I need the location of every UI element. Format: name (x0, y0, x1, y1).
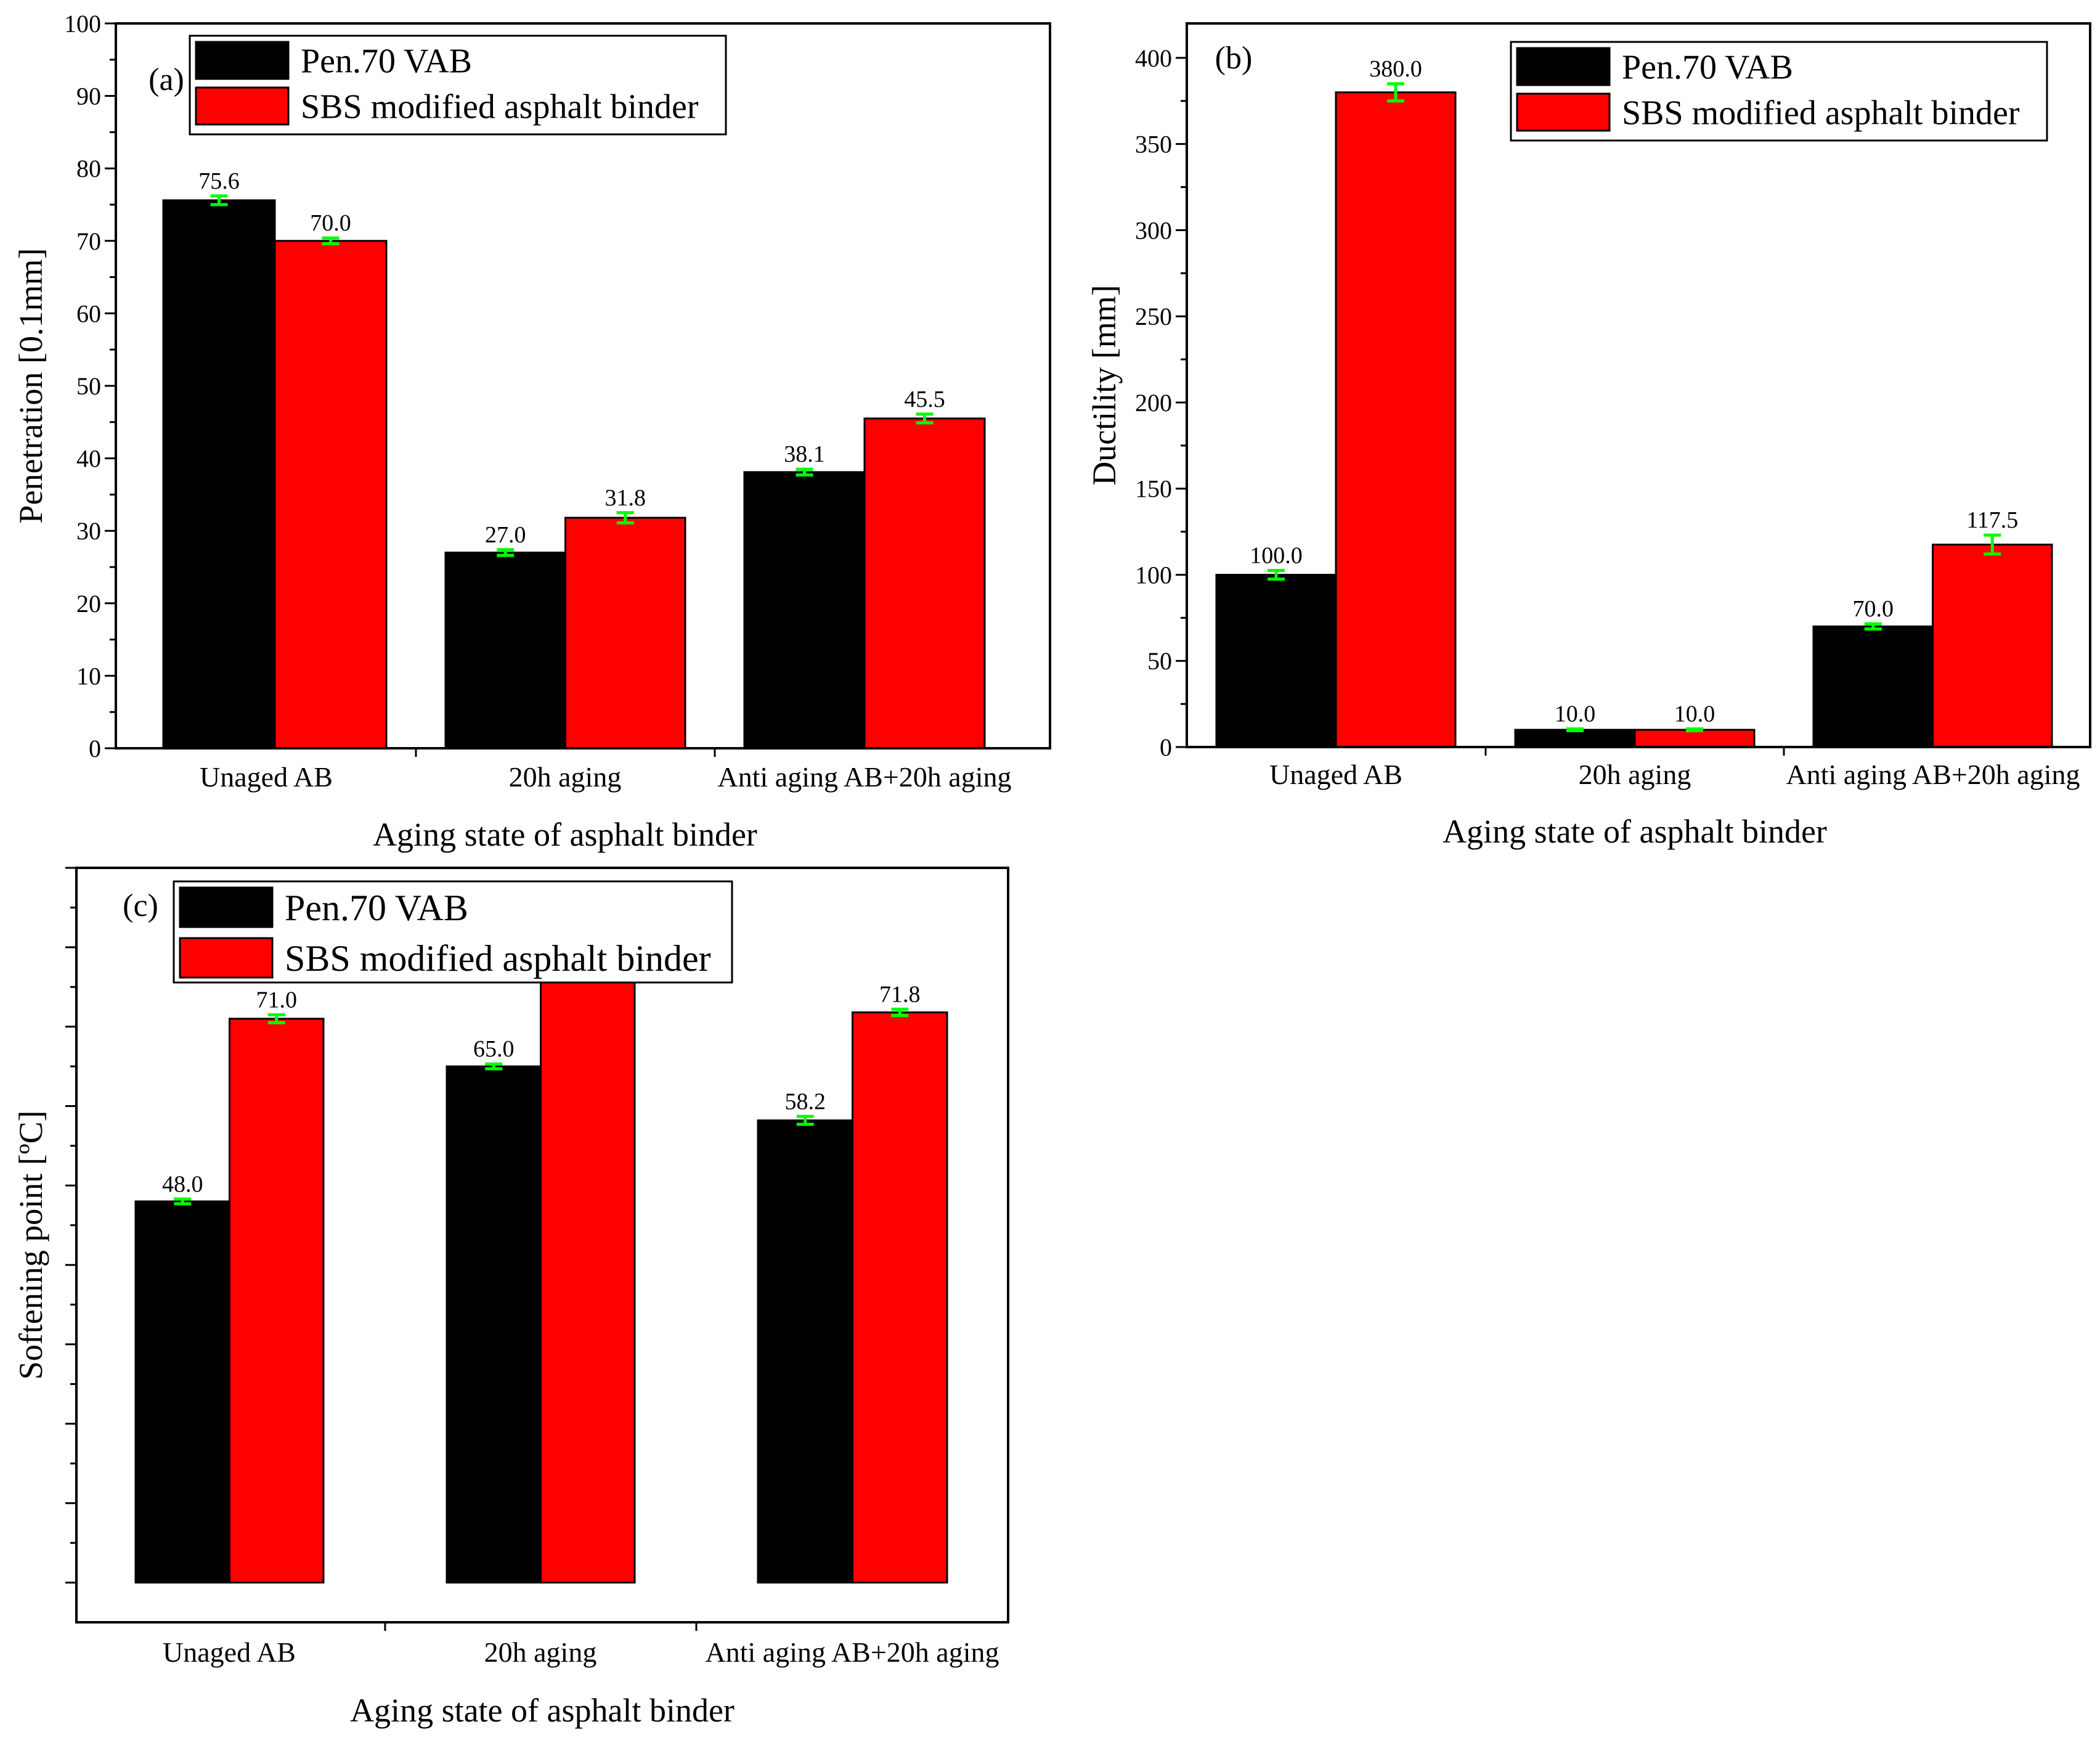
y-tick-label: 150 (1135, 475, 1172, 503)
bar-value-label: 45.5 (904, 386, 945, 412)
panel-label: (a) (149, 62, 184, 97)
x-category-label: 20h aging (484, 1636, 597, 1668)
y-tick-label: 0 (1160, 733, 1172, 761)
bar-value-label: 65.0 (473, 1036, 515, 1062)
y-tick-label: 400 (1135, 44, 1172, 72)
y-tick-label: 50 (76, 372, 101, 400)
bar-sbs-2 (852, 1011, 948, 1584)
legend-swatch-vab (179, 886, 274, 928)
x-category-label: Anti aging AB+20h aging (1786, 759, 2080, 790)
bar-sbs-1 (1634, 729, 1756, 748)
bar-sbs-2 (863, 417, 986, 750)
panel-label: (c) (123, 888, 158, 923)
x-category-label: 20h aging (509, 761, 622, 793)
legend-label-vab: Pen.70 VAB (1622, 49, 1793, 87)
panel-b: 0 50 100 150 200 250 300 350 400 100.0 380.0 Unaged… (1086, 22, 2091, 850)
plot-frame (1186, 22, 2091, 748)
y-tick-label: 50 (1147, 647, 1172, 675)
y-tick-label: 70 (76, 227, 101, 255)
y-tick-label: 250 (1135, 303, 1172, 330)
legend-swatch-sbs (195, 86, 290, 126)
plot-frame (75, 867, 1009, 1624)
x-axis-title: Aging state of asphalt binder (350, 1692, 735, 1729)
legend-swatch-sbs (179, 937, 274, 979)
x-category-label: Anti aging AB+20h aging (718, 761, 1012, 793)
legend-label-sbs: SBS modified asphalt binder (285, 938, 711, 979)
y-tick-label: 80 (76, 155, 101, 182)
x-axis-title: Aging state of asphalt binder (373, 816, 757, 853)
bar-value-label: 100.0 (1250, 542, 1303, 568)
bar-vab-1 (446, 1065, 542, 1584)
bar-vab-2 (743, 471, 866, 750)
legend-swatch-vab (195, 41, 290, 80)
y-tick-label: 40 (76, 445, 101, 473)
panel-label: (b) (1215, 41, 1253, 76)
x-axis-title: Aging state of asphalt binder (1443, 813, 1827, 850)
y-tick-label: 30 (76, 517, 101, 545)
bar-value-label: 27.0 (485, 522, 526, 548)
bar-value-label: 70.0 (310, 210, 351, 236)
bar-vab-0 (162, 199, 276, 750)
y-axis-title: Ductility [mm] (1086, 285, 1123, 485)
bar-sbs-2 (1932, 544, 2053, 748)
bar-value-label: 75.6 (198, 168, 240, 194)
bar-value-label: 38.1 (784, 441, 825, 467)
x-category-label: Unaged AB (163, 1636, 296, 1668)
y-tick-label: 100 (1135, 561, 1172, 589)
bar-sbs-0 (274, 240, 388, 750)
y-tick-label: 10 (76, 662, 101, 690)
y-tick-label: 20 (76, 590, 101, 618)
legend-label-vab: Pen.70 VAB (285, 888, 468, 928)
x-category-label: Unaged AB (200, 761, 333, 793)
y-tick-label: 200 (1135, 389, 1172, 417)
bar-vab-1 (1514, 729, 1636, 748)
bar-sbs-0 (229, 1018, 325, 1584)
y-axis-title: Softening point [ºC] (12, 1111, 49, 1380)
y-tick-label: 300 (1135, 216, 1172, 244)
bar-value-label: 71.0 (256, 987, 298, 1013)
bar-value-label: 71.8 (879, 981, 921, 1007)
bar-vab-2 (1812, 625, 1934, 748)
bar-vab-0 (1215, 573, 1337, 748)
bar-value-label: 58.2 (785, 1089, 826, 1114)
bar-value-label: 117.5 (1966, 507, 2018, 533)
legend-label-sbs: SBS modified asphalt binder (1622, 94, 2020, 133)
bar-value-label: 70.0 (1853, 596, 1894, 622)
legend-swatch-sbs (1516, 92, 1611, 132)
bar-sbs-1 (540, 971, 636, 1584)
bar-value-label: 380.0 (1369, 56, 1422, 82)
legend: Pen.70 VAB SBS modified asphalt binder (189, 35, 727, 136)
x-category-label: Anti aging AB+20h aging (706, 1636, 999, 1668)
bar-vab-2 (757, 1119, 853, 1584)
y-axis-title: Penetration [0.1mm] (12, 248, 49, 524)
y-tick-label: 60 (76, 300, 101, 327)
bar-sbs-0 (1335, 91, 1457, 748)
x-category-label: 20h aging (1579, 759, 1691, 790)
panel-a: 0 10 20 30 40 50 60 70 80 90 100 75.6 70.0 Unaged AB 2… (12, 10, 1051, 853)
bar-sbs-1 (564, 517, 686, 750)
bar-value-label: 10.0 (1555, 701, 1596, 727)
legend: Pen.70 VAB SBS modified asphalt binder (173, 880, 733, 984)
legend: Pen.70 VAB SBS modified asphalt binder (1510, 41, 2048, 142)
plot-frame (115, 22, 1051, 750)
bar-value-label: 31.8 (605, 485, 646, 511)
bar-vab-1 (444, 551, 566, 750)
bar-value-label: 10.0 (1674, 701, 1715, 727)
y-tick-label: 90 (76, 83, 101, 110)
y-tick-label: 0 (89, 735, 101, 762)
x-category-label: Unaged AB (1269, 759, 1402, 790)
bar-vab-0 (134, 1200, 230, 1584)
legend-label-sbs: SBS modified asphalt binder (301, 88, 699, 126)
y-tick-label: 100 (64, 10, 101, 38)
y-tick-label: 350 (1135, 131, 1172, 158)
bar-value-label: 48.0 (162, 1171, 203, 1197)
legend-swatch-vab (1516, 47, 1611, 86)
legend-label-vab: Pen.70 VAB (301, 43, 472, 81)
